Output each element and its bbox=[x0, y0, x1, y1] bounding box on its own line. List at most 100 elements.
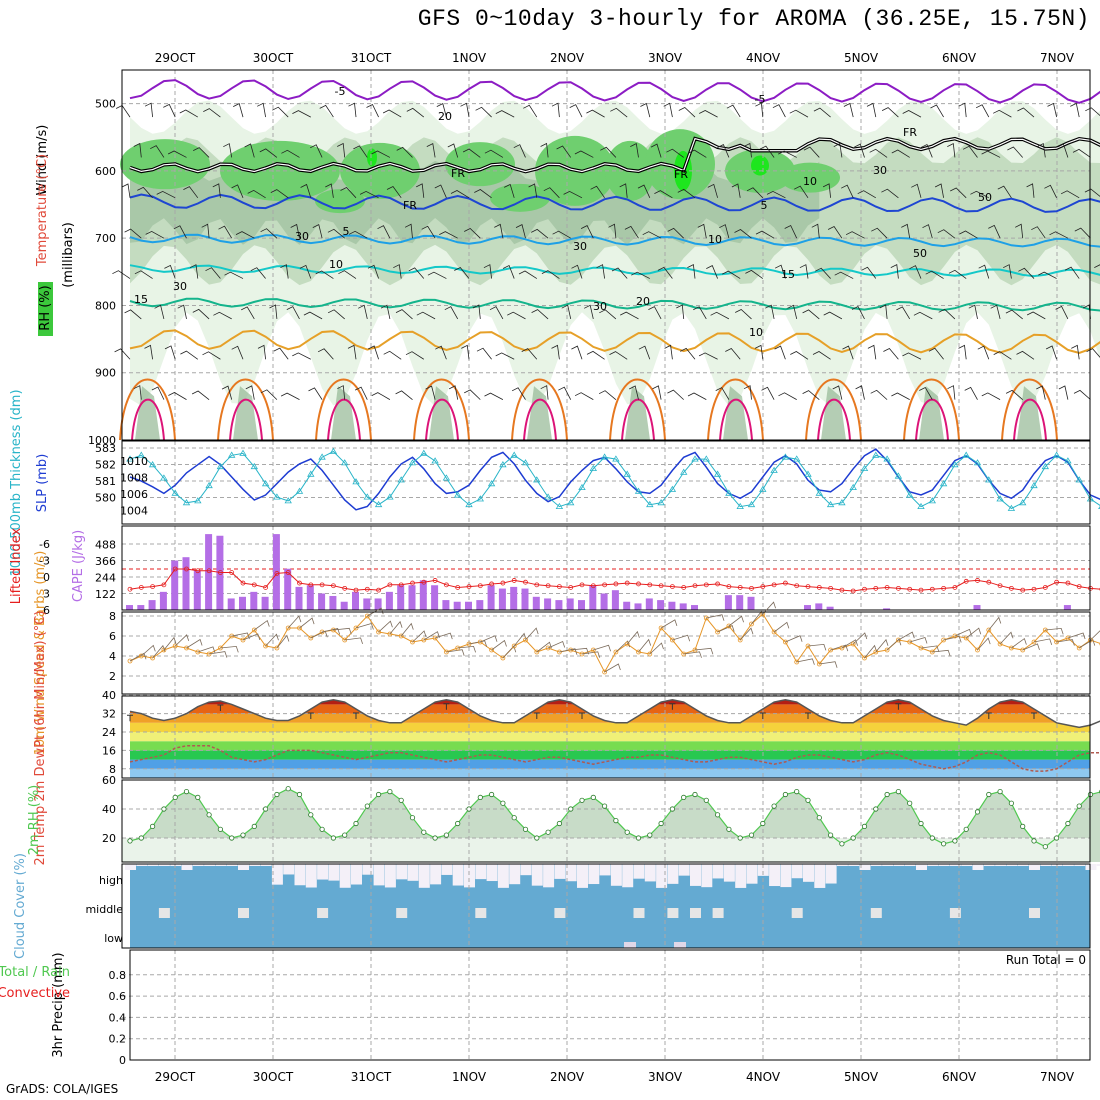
cloud-middle-block bbox=[712, 908, 724, 918]
cloud-high-clear bbox=[667, 864, 679, 884]
li-marker bbox=[952, 585, 958, 590]
wind-barb-10m bbox=[943, 636, 962, 643]
wind-barb-10m bbox=[423, 631, 440, 641]
isotherm-line bbox=[129, 329, 1100, 355]
cloud-high-clear bbox=[622, 864, 634, 888]
cape-bar bbox=[431, 585, 439, 610]
li-marker bbox=[692, 583, 698, 589]
wind-barb-10m bbox=[841, 639, 858, 649]
wind-barb bbox=[353, 145, 368, 158]
wind-speed-marker bbox=[410, 639, 415, 645]
contour-label: 10 bbox=[803, 175, 817, 188]
wind-barb bbox=[964, 386, 978, 400]
thickness-marker bbox=[363, 493, 372, 500]
li-marker bbox=[184, 566, 189, 572]
rh-low-cell bbox=[1017, 386, 1042, 440]
precip-axis-label: 3hr Precip (mm) bbox=[51, 952, 66, 1057]
wind-barb bbox=[574, 392, 594, 400]
cloud-high-clear bbox=[701, 864, 713, 888]
wind-barb bbox=[191, 390, 210, 400]
thickness-marker bbox=[544, 493, 552, 500]
wind-barb bbox=[552, 230, 571, 239]
rh2m-marker bbox=[940, 841, 947, 847]
wind-barb bbox=[778, 392, 797, 400]
isotherm-30-line bbox=[119, 378, 176, 441]
li-marker bbox=[500, 580, 506, 586]
thickness-marker bbox=[668, 485, 677, 492]
cloud-high-clear bbox=[373, 864, 385, 886]
wind-barb bbox=[1074, 227, 1091, 239]
wind-barb bbox=[551, 102, 560, 118]
lifted-index-tick-label: -6 bbox=[39, 538, 50, 551]
thickness-marker bbox=[872, 451, 880, 458]
rh2m-marker bbox=[353, 820, 359, 827]
wind-barb bbox=[518, 270, 538, 279]
wind-barb bbox=[528, 183, 538, 198]
panel-frame bbox=[121, 695, 1091, 779]
rh2m-marker bbox=[522, 826, 529, 832]
wind-barb bbox=[367, 264, 379, 279]
wind-barb bbox=[698, 352, 718, 360]
cape-bar bbox=[736, 595, 744, 610]
wind-barb-10m bbox=[751, 610, 764, 625]
wind-barb-10m bbox=[999, 631, 1014, 645]
rh2m-marker bbox=[827, 832, 834, 838]
cloud-middle-block bbox=[791, 908, 803, 918]
wind-barb bbox=[347, 344, 357, 360]
wind-speed-marker bbox=[771, 629, 777, 635]
wind-barb bbox=[909, 265, 922, 279]
wind-barb bbox=[977, 345, 990, 360]
date-label-top: 29OCT bbox=[155, 51, 196, 65]
wind-barb bbox=[551, 344, 560, 360]
pressure-tick-label: 1000 bbox=[88, 434, 116, 447]
wind-barb-10m bbox=[299, 617, 315, 629]
wind-barb bbox=[743, 142, 752, 158]
rh-legend-label: RH (%) bbox=[38, 285, 53, 330]
slp-tick-label: 1004 bbox=[120, 505, 148, 518]
precip-convective-label: Convective bbox=[0, 986, 70, 1001]
thickness-marker bbox=[600, 453, 609, 460]
rh2m-marker bbox=[330, 835, 336, 841]
wind-barb bbox=[871, 227, 888, 239]
wind-barb-10m bbox=[163, 636, 177, 651]
isotherm-line bbox=[129, 193, 1100, 213]
li-marker bbox=[421, 579, 427, 585]
thickness-marker bbox=[815, 489, 824, 496]
wind-barb bbox=[950, 187, 967, 199]
wind-barb bbox=[1017, 107, 1035, 118]
li-marker bbox=[195, 568, 201, 574]
wind-barb bbox=[386, 185, 402, 199]
wind-barb bbox=[642, 231, 662, 239]
wind-barb bbox=[338, 270, 357, 279]
thickness-marker bbox=[838, 499, 846, 506]
wind-barb bbox=[981, 150, 1001, 158]
cape-bar bbox=[815, 603, 823, 610]
li-marker bbox=[443, 582, 449, 588]
wind-barb bbox=[596, 264, 605, 279]
rh2m-marker bbox=[206, 812, 212, 818]
lifted-index-tick-label: 6 bbox=[43, 604, 50, 617]
pressure-axis-label: (millibars) bbox=[61, 222, 76, 288]
wind-speed-marker bbox=[828, 647, 833, 653]
thickness-marker bbox=[973, 459, 982, 466]
cloud-high-clear bbox=[1017, 864, 1029, 866]
wind10-axis-label: 10m Wind Speed & Barbs (m/s) bbox=[33, 551, 48, 756]
wind-barb bbox=[133, 385, 142, 400]
lifted-index-tick-label: 0 bbox=[43, 571, 50, 584]
wind-barb bbox=[1057, 143, 1069, 158]
wind-barb bbox=[620, 311, 639, 320]
cloud-panel bbox=[121, 863, 1100, 949]
li-marker bbox=[217, 570, 223, 575]
rh2m-marker bbox=[477, 794, 483, 801]
cape-bar bbox=[476, 600, 484, 610]
cloud-level-label: high bbox=[99, 874, 123, 887]
contour-label: 10 bbox=[749, 326, 763, 339]
contour-label: 30 bbox=[873, 164, 887, 177]
wind-barb bbox=[425, 385, 436, 400]
wind-speed-marker bbox=[839, 645, 845, 651]
thickness-marker bbox=[510, 451, 518, 458]
thickness-marker bbox=[996, 495, 1004, 502]
cape-tick-label: 244 bbox=[95, 572, 116, 585]
wind-barb bbox=[574, 150, 594, 158]
cape-bar bbox=[600, 593, 608, 610]
